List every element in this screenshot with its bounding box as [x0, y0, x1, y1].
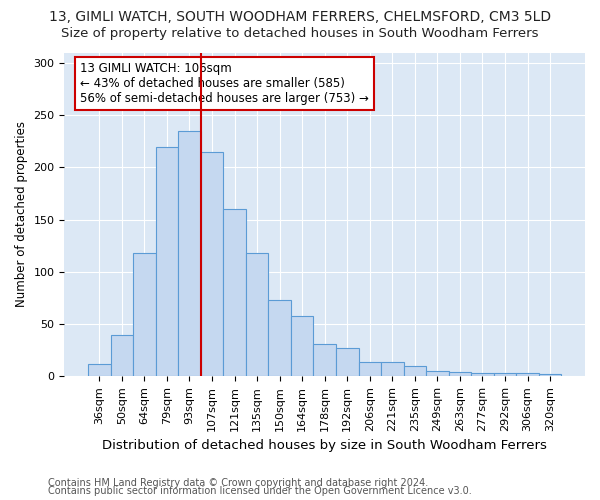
Bar: [494, 373, 516, 376]
Y-axis label: Number of detached properties: Number of detached properties: [15, 122, 28, 308]
Bar: [291, 316, 313, 376]
Bar: [246, 253, 268, 376]
Text: 13 GIMLI WATCH: 106sqm
← 43% of detached houses are smaller (585)
56% of semi-de: 13 GIMLI WATCH: 106sqm ← 43% of detached…: [80, 62, 369, 105]
Text: Contains public sector information licensed under the Open Government Licence v3: Contains public sector information licen…: [48, 486, 472, 496]
Bar: [381, 362, 404, 376]
Bar: [110, 334, 133, 376]
Bar: [426, 371, 449, 376]
Bar: [268, 300, 291, 376]
Text: Size of property relative to detached houses in South Woodham Ferrers: Size of property relative to detached ho…: [61, 28, 539, 40]
Text: Contains HM Land Registry data © Crown copyright and database right 2024.: Contains HM Land Registry data © Crown c…: [48, 478, 428, 488]
Bar: [516, 373, 539, 376]
X-axis label: Distribution of detached houses by size in South Woodham Ferrers: Distribution of detached houses by size …: [102, 440, 547, 452]
Bar: [313, 344, 336, 376]
Bar: [133, 253, 155, 376]
Bar: [539, 374, 562, 376]
Bar: [88, 364, 110, 376]
Bar: [404, 366, 426, 376]
Bar: [359, 362, 381, 376]
Text: 13, GIMLI WATCH, SOUTH WOODHAM FERRERS, CHELMSFORD, CM3 5LD: 13, GIMLI WATCH, SOUTH WOODHAM FERRERS, …: [49, 10, 551, 24]
Bar: [449, 372, 471, 376]
Bar: [201, 152, 223, 376]
Bar: [336, 348, 359, 376]
Bar: [178, 131, 201, 376]
Bar: [155, 146, 178, 376]
Bar: [223, 209, 246, 376]
Bar: [471, 373, 494, 376]
